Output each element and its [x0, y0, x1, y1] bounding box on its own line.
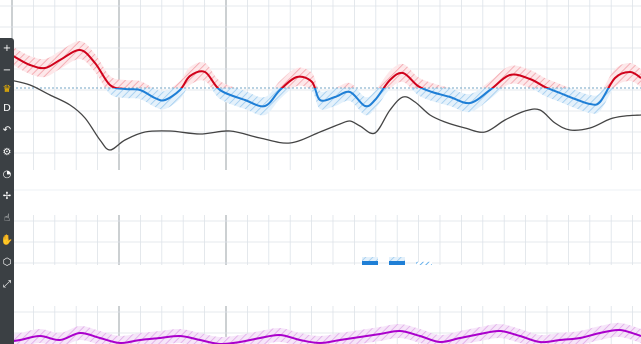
tool-thumb-icon[interactable]: ☝: [3, 213, 11, 224]
tool-crown-icon[interactable]: ♛: [2, 84, 12, 95]
lower-line: [0, 328, 641, 344]
tool-draw-icon[interactable]: D: [3, 103, 11, 114]
bar-fill-0: [362, 261, 378, 265]
bar-2: [416, 261, 432, 265]
main-panel: [0, 38, 641, 151]
tool-minus-icon[interactable]: −: [2, 65, 12, 76]
tool-expand-icon[interactable]: ⤢: [3, 279, 11, 290]
tool-layers-icon[interactable]: ⬡: [2, 257, 12, 268]
lower-band: [0, 322, 641, 344]
tool-arrow-icon[interactable]: ↶: [2, 125, 12, 136]
tool-cross-icon[interactable]: ✢: [2, 191, 12, 202]
oscillation-line-below: [112, 88, 610, 108]
tool-plus-icon[interactable]: +: [2, 43, 12, 54]
drawing-toolbar: + − ♛ D ↶ ⚙ ◔ ✢ ☝ ✋ ⬡ ⤢: [0, 38, 14, 344]
band-below: [105, 88, 615, 116]
tool-gear-icon[interactable]: ⚙: [2, 147, 12, 158]
secondary-line: [9, 79, 641, 151]
tool-hand-icon[interactable]: ✋: [0, 235, 14, 246]
oscillation-line-above: [0, 46, 641, 88]
bar-fill-1: [389, 261, 405, 265]
middle-panel: [362, 257, 432, 265]
lower-panel: [0, 322, 641, 344]
tool-lock-icon[interactable]: ◔: [2, 169, 12, 180]
